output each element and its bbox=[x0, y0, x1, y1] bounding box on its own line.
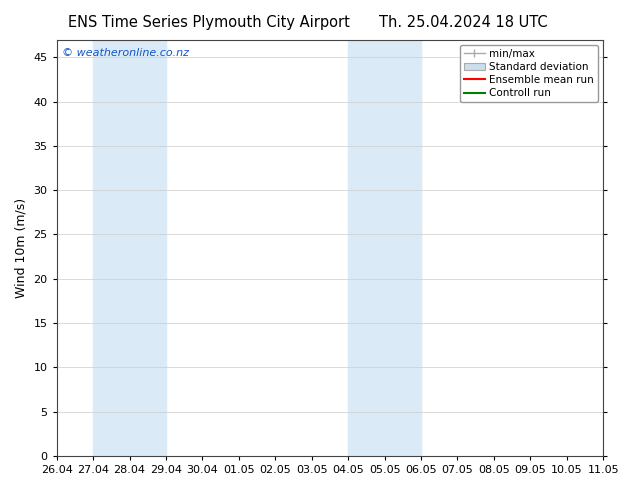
Text: ENS Time Series Plymouth City Airport: ENS Time Series Plymouth City Airport bbox=[68, 15, 350, 30]
Bar bbox=[93, 40, 129, 456]
Bar bbox=[385, 40, 421, 456]
Y-axis label: Wind 10m (m/s): Wind 10m (m/s) bbox=[15, 197, 28, 298]
Bar bbox=[603, 40, 634, 456]
Bar bbox=[348, 40, 385, 456]
Bar bbox=[129, 40, 166, 456]
Legend: min/max, Standard deviation, Ensemble mean run, Controll run: min/max, Standard deviation, Ensemble me… bbox=[460, 45, 598, 102]
Text: © weatheronline.co.nz: © weatheronline.co.nz bbox=[62, 48, 189, 58]
Text: Th. 25.04.2024 18 UTC: Th. 25.04.2024 18 UTC bbox=[378, 15, 547, 30]
